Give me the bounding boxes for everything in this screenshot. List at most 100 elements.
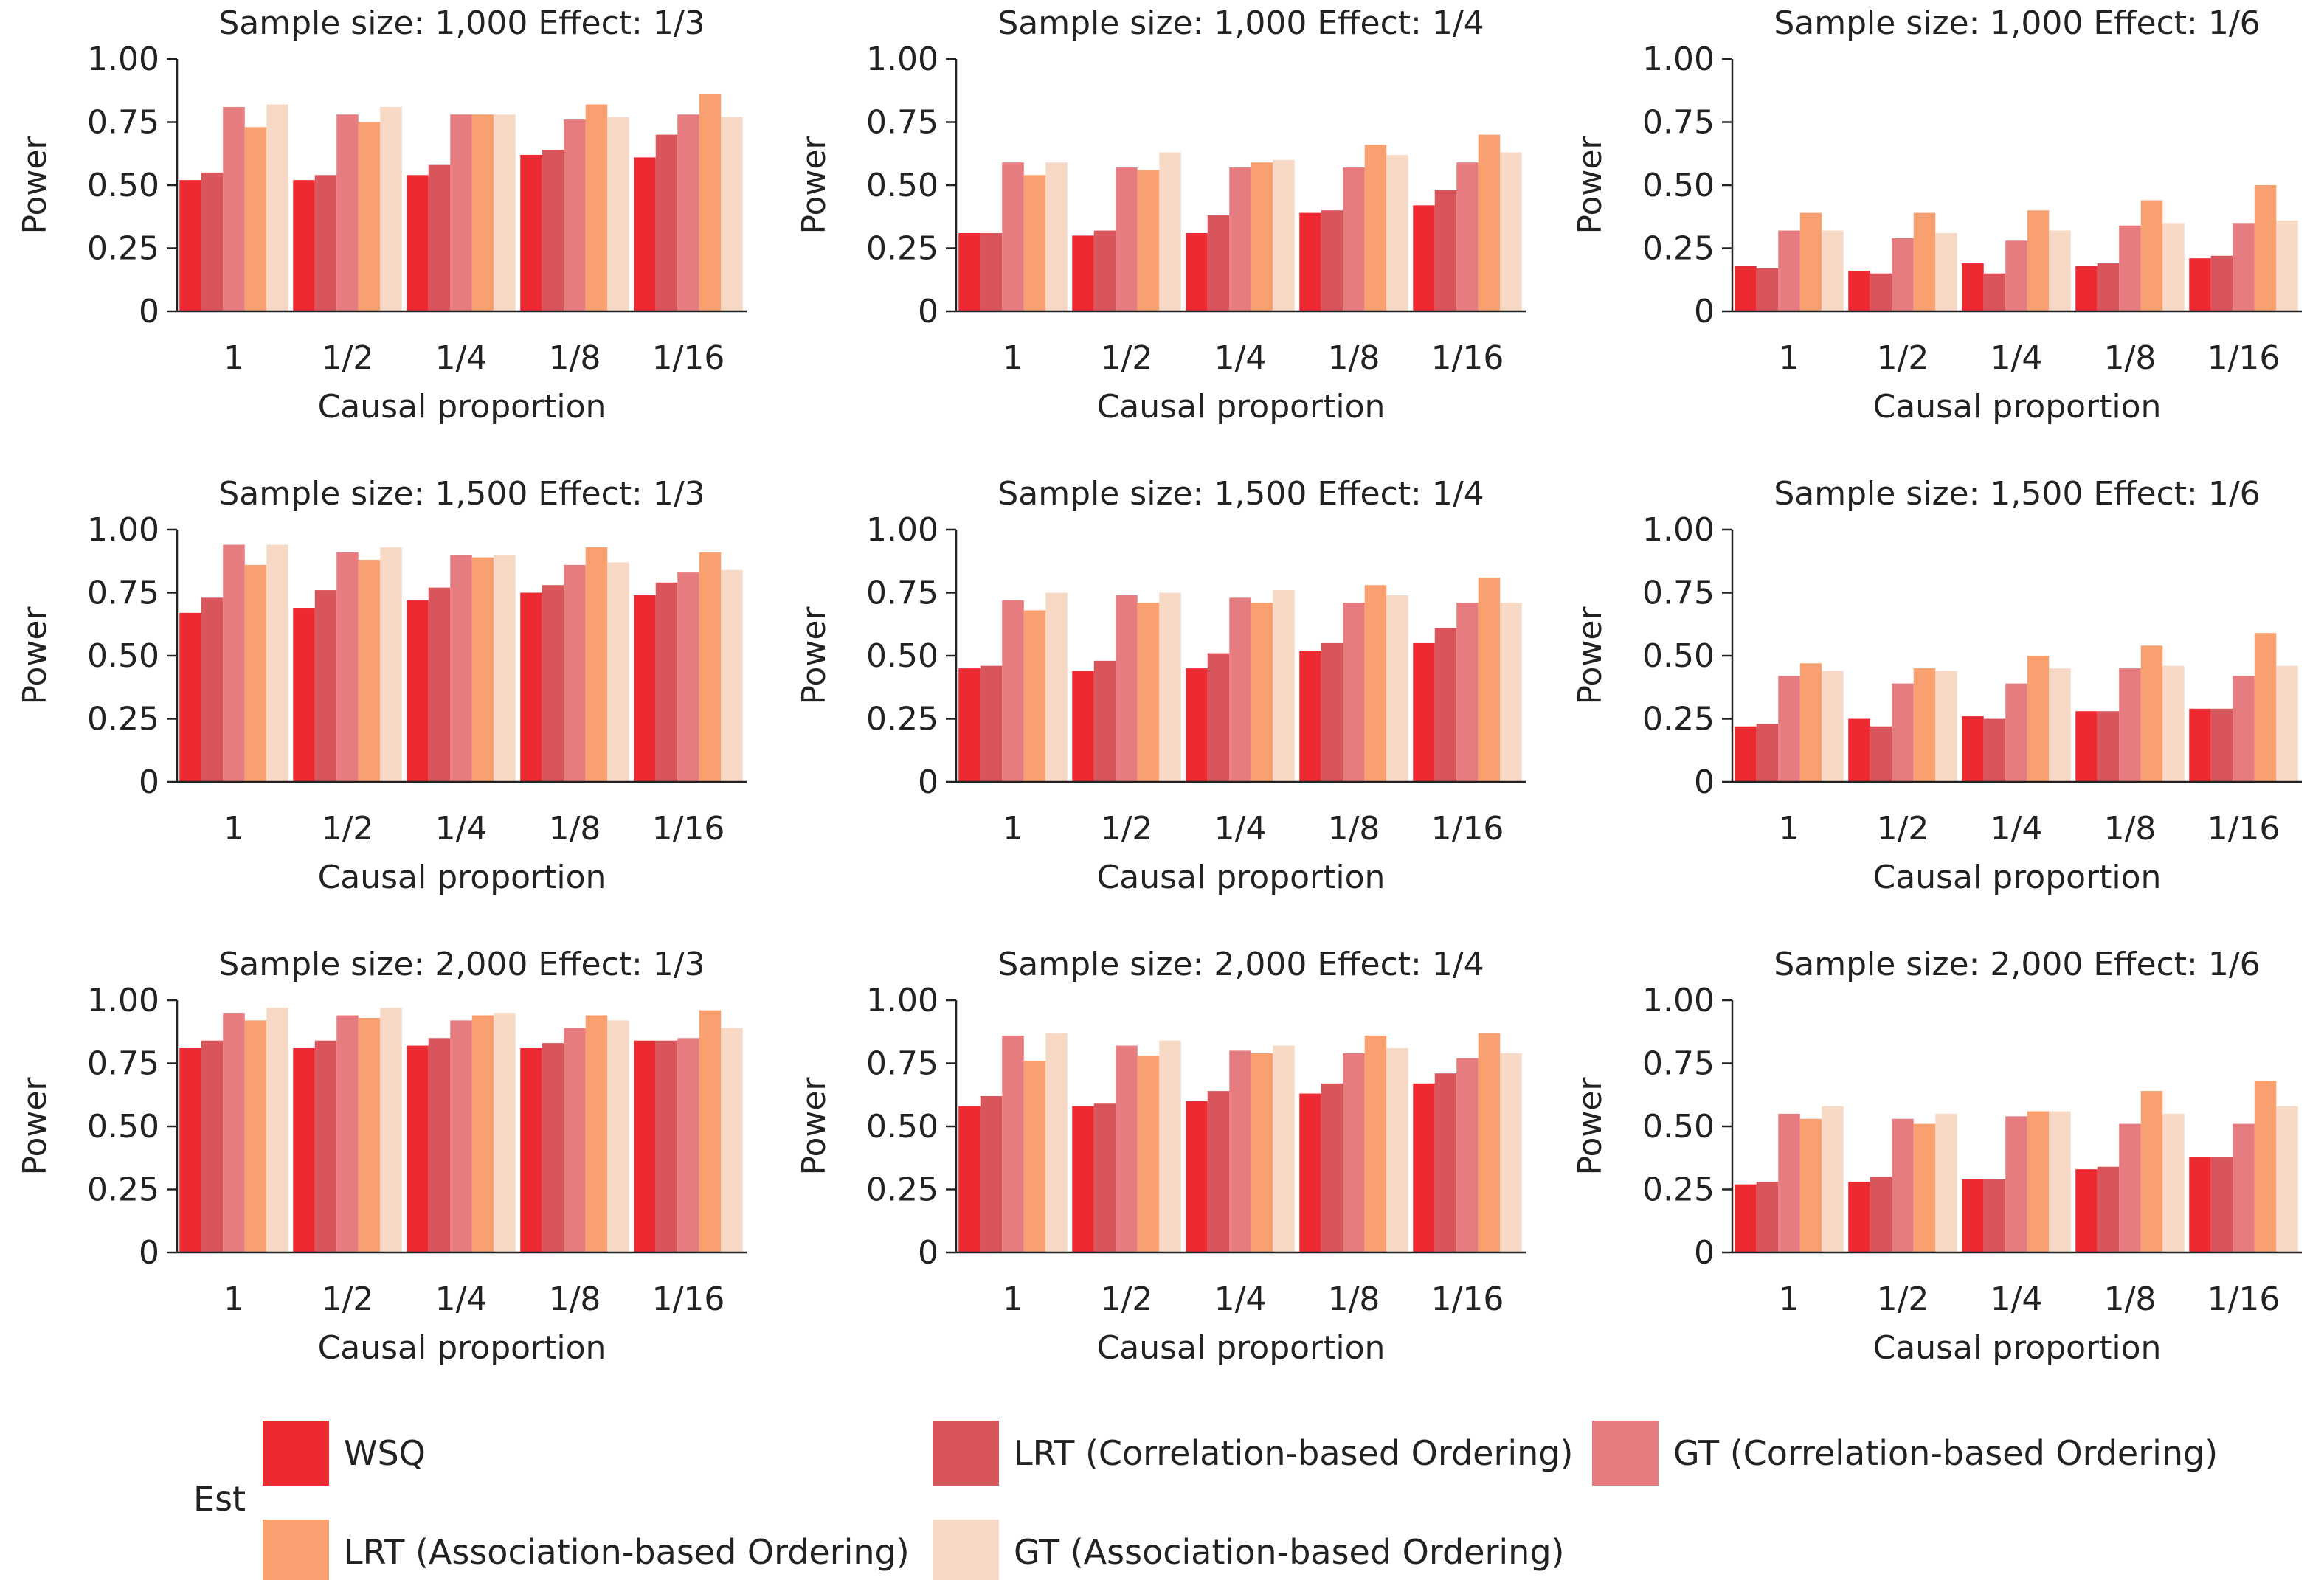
x-axis-label: Causal proportion [1097, 859, 1386, 896]
x-axis-label: Causal proportion [318, 1329, 606, 1367]
bar [201, 172, 224, 311]
bar [585, 547, 608, 782]
bar [1799, 212, 1822, 311]
bar [2119, 1123, 2141, 1252]
bar [2027, 210, 2050, 311]
bar [1413, 642, 1435, 782]
y-tick-label: 1.00 [1642, 511, 1715, 549]
legend-swatch [263, 1520, 329, 1580]
bar [1386, 595, 1408, 782]
y-tick-label: 0.25 [1642, 230, 1715, 268]
panel-title: Sample size: 1,000 Effect: 1/4 [997, 4, 1484, 42]
x-tick-label: 1 [1003, 1281, 1023, 1318]
bar [677, 114, 699, 312]
panel-1: Sample size: 1,000 Effect: 1/3 1 1/2 1/4 1/8… [16, 4, 747, 426]
bar [1229, 167, 1251, 311]
bar [2276, 220, 2298, 311]
bar [2097, 1166, 2120, 1252]
bar [1935, 1113, 1957, 1252]
y-tick-label: 1.00 [87, 41, 159, 78]
bar [1023, 610, 1046, 782]
bar [2254, 633, 2277, 782]
bar [1002, 1035, 1024, 1252]
y-tick-label: 0 [1694, 1234, 1715, 1272]
y-tick-label: 0.75 [866, 1045, 938, 1083]
bar [380, 106, 402, 312]
bar [1983, 1179, 2006, 1252]
bar [428, 1038, 451, 1252]
bar [1321, 1083, 1343, 1252]
y-tick-label: 0.50 [866, 637, 938, 675]
y-tick-label: 0 [1694, 293, 1715, 330]
bar [1093, 660, 1116, 782]
bar [1913, 1123, 1936, 1252]
bar [2162, 223, 2185, 311]
bar [1321, 210, 1343, 311]
bar [980, 1095, 1003, 1252]
y-tick-label: 0.50 [87, 167, 159, 204]
bar [1229, 597, 1251, 782]
bar [1207, 215, 1230, 311]
legend-item: LRT (Association-based Ordering) [263, 1520, 910, 1580]
bar [1848, 271, 1870, 311]
bar [1500, 603, 1522, 782]
bar [1799, 1118, 1822, 1252]
bar [1735, 266, 1757, 311]
x-tick-label: 1/8 [549, 1281, 601, 1318]
bar [266, 104, 288, 311]
bar [179, 1047, 201, 1252]
bar [1478, 577, 1501, 782]
x-tick-label: 1/4 [435, 1281, 488, 1318]
x-axis-label: Causal proportion [318, 388, 606, 426]
bar [677, 1038, 699, 1252]
bar [2097, 263, 2120, 311]
bar [1870, 726, 1892, 782]
y-tick-label: 0 [918, 763, 938, 801]
bar [2049, 668, 2071, 782]
y-tick-label: 0.50 [87, 1108, 159, 1146]
bar [1273, 590, 1295, 782]
panel-title: Sample size: 1,500 Effect: 1/6 [1774, 475, 2260, 513]
bar [2189, 708, 2211, 782]
bar [2075, 266, 2098, 311]
bar [655, 582, 678, 782]
bar [1892, 238, 1914, 311]
x-tick-label: 1/2 [1101, 1281, 1153, 1318]
y-axis-label: Power [795, 1077, 833, 1176]
bar [1892, 1118, 1914, 1252]
bar [1186, 668, 1208, 782]
panel-title: Sample size: 2,000 Effect: 1/3 [218, 946, 705, 983]
y-tick-label: 0.50 [87, 637, 159, 675]
bar [1137, 170, 1160, 311]
bar [2162, 1113, 2185, 1252]
y-tick-label: 1.00 [87, 511, 159, 549]
bar [1913, 668, 1936, 782]
bar [1229, 1050, 1251, 1252]
bar [380, 1008, 402, 1252]
y-tick-label: 0.75 [87, 575, 159, 612]
bar [1186, 232, 1208, 311]
x-tick-label: 1/2 [1101, 810, 1153, 848]
bar [2210, 708, 2233, 782]
x-tick-label: 1/16 [652, 1281, 725, 1318]
y-axis-label: Power [16, 1077, 54, 1176]
x-tick-label: 1/8 [2104, 810, 2157, 848]
bar [2097, 711, 2120, 782]
y-tick-label: 0.25 [866, 1171, 938, 1209]
bar [1456, 1058, 1479, 1252]
x-tick-label: 1/2 [322, 339, 374, 377]
x-axis-label: Causal proportion [1873, 388, 2162, 426]
x-tick-label: 1/4 [1214, 1281, 1267, 1318]
y-tick-label: 0 [1694, 763, 1715, 801]
bar [564, 564, 586, 782]
y-tick-label: 0 [918, 1234, 938, 1272]
bar [407, 1045, 429, 1252]
bar [428, 587, 451, 782]
bar [1778, 676, 1800, 782]
bar [2119, 225, 2141, 311]
y-axis-label: Power [795, 136, 833, 235]
bar [428, 164, 451, 311]
legend-item: GT (Correlation-based Ordering) [1592, 1421, 2218, 1486]
bar [542, 585, 564, 782]
bar [721, 569, 743, 782]
